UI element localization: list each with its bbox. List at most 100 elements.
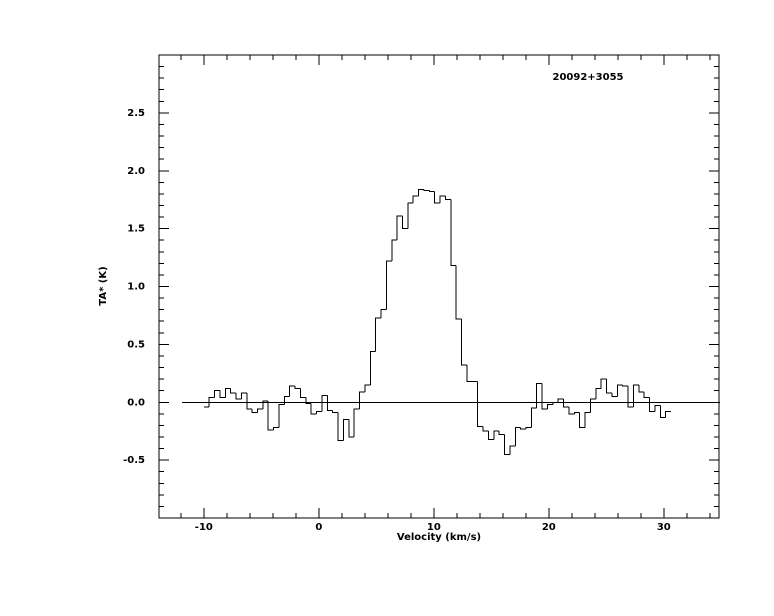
spectrum-step [595,387,602,399]
spectrum-step [509,445,516,455]
x-tick-label: 0 [315,522,322,533]
plot-frame [158,54,720,519]
spectrum-step [283,395,290,405]
spectrum-step [514,427,521,447]
spectrum-step [310,403,317,415]
spectrum-step [654,405,661,412]
y-tick-label: 0.5 [127,339,145,350]
chart-title: 20092+3055 [552,72,623,83]
spectrum-step [391,239,398,262]
spectrum-step [342,419,349,441]
spectrum-step [262,400,269,410]
spectrum-step [455,265,462,320]
spectrum-step [321,394,328,412]
x-tick-label: 10 [427,522,441,533]
y-tick-label: 1.0 [127,282,145,293]
spectrum-step [546,404,553,410]
spectrum-step [251,409,258,414]
spectrum-step [369,350,376,385]
spectrum-step [256,408,263,413]
spectrum-step [504,434,510,455]
spectrum-step [611,392,618,397]
spectrum-step [316,411,322,414]
spectrum-step [423,189,430,191]
spectrum-step [240,392,247,399]
spectrum-step [627,386,634,408]
spectrum-step [665,411,671,418]
spectrum-step [557,398,564,403]
spectrum-step [353,408,360,437]
spectrum-step [348,419,355,438]
spectrum-step [648,397,655,413]
y-tick-label: 2.5 [127,108,145,119]
spectrum-step [563,398,569,408]
spectrum-step [525,427,532,429]
spectrum-step [498,431,505,436]
spectrum-step [326,395,333,411]
y-axis-label: TA* (K) [98,266,109,305]
spectrum-step [466,365,473,382]
spectrum-step [305,397,312,404]
spectrum-step [434,191,441,204]
spectrum-step [396,215,403,241]
spectrum-step [589,398,596,413]
spectrum-step [552,401,559,405]
spectrum-step [493,430,500,440]
spectrum-step [267,401,274,431]
spectrum-step [659,405,666,418]
spectrum-step [412,195,419,204]
spectrum-step [235,392,242,400]
spectrum-step [401,215,408,230]
y-tick-label: 1.5 [127,224,145,235]
spectrum-step [219,390,226,399]
spectrum-step [477,381,484,428]
spectrum-step [428,190,435,193]
spectrum-step [600,378,607,389]
spectrum-step [573,412,580,414]
spectrum-step [246,392,253,410]
spectrum-step [224,387,231,398]
spectrum-step [482,426,489,432]
spectrum-step [606,379,612,394]
x-tick-label: -10 [195,522,213,533]
spectrum-step [461,318,467,366]
spectrum-step [380,309,387,318]
y-tick-label: -0.5 [123,455,145,466]
spectrum-step [299,388,306,399]
x-axis-label: Velocity (km/s) [397,532,481,543]
spectrum-step [208,397,215,407]
spectrum-step [632,384,639,407]
spectrum-step [214,390,220,398]
spectrum-step [568,406,575,415]
spectrum-step [439,195,446,204]
spectrum-step [541,383,548,410]
spectrum-step [418,188,424,197]
spectrum-step [622,384,629,387]
spectrum-step [294,386,301,389]
spectrum-step [520,427,526,430]
spectrum-step [638,384,645,393]
spectrum-step [530,407,537,428]
y-tick-label: 0.0 [127,397,145,408]
x-tick-label: 30 [657,522,671,533]
spectrum-step [643,391,650,399]
spectrum-step [450,199,457,267]
spectrum-step [278,404,285,428]
spectrum-step [289,385,296,397]
y-tick-label: 2.0 [127,166,145,177]
spectrum-step [487,431,494,440]
spectrum-step [375,317,381,352]
spectrum-step [273,427,279,431]
spectrum-step [407,202,414,229]
spectrum-step [579,412,586,429]
spectrum-step [230,388,236,394]
spectrum-step [536,383,543,409]
spectrum-step [385,260,392,310]
spectrum-step [337,412,344,441]
spectrum-step [584,412,591,428]
spectrum-step [364,384,371,392]
x-tick-label: 20 [542,522,556,533]
spectrum-step [444,196,451,201]
